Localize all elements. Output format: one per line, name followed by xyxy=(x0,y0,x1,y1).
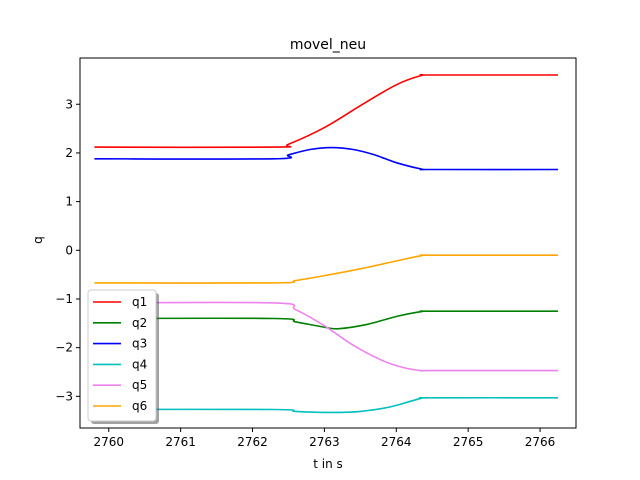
x-tick-label: 2764 xyxy=(381,435,412,449)
y-tick-label: 3 xyxy=(65,97,73,111)
y-tick-label: −2 xyxy=(55,341,73,355)
x-tick-label: 2762 xyxy=(237,435,268,449)
legend-label-q5: q5 xyxy=(132,378,147,392)
legend: q1 q2 q3 q4 q5 q6 xyxy=(87,289,159,424)
x-tick-label: 2766 xyxy=(525,435,556,449)
y-axis-label: q xyxy=(31,236,45,244)
x-tick-label: 2765 xyxy=(453,435,484,449)
x-tick-label: 2760 xyxy=(93,435,124,449)
legend-label-q1: q1 xyxy=(132,295,147,309)
legend-items: q1 q2 q3 q4 q5 q6 xyxy=(93,295,147,413)
y-tick-label: 2 xyxy=(65,146,73,160)
y-tick-label: −3 xyxy=(55,389,73,403)
legend-label-q3: q3 xyxy=(132,337,147,351)
y-tick-label: −1 xyxy=(55,292,73,306)
tick-layer: 2760 2761 2762 2763 2764 2765 2766 −3 −2 −1 0 1 2 3 xyxy=(55,97,555,449)
series-line-q4 xyxy=(94,396,559,414)
plot-frame xyxy=(79,57,577,429)
series-line-q6 xyxy=(94,254,559,284)
y-tick-label: 0 xyxy=(65,243,73,257)
series-line-q2 xyxy=(94,310,559,330)
series-line-q1 xyxy=(94,73,558,149)
series-line-q3 xyxy=(94,146,559,171)
y-tick-label: 1 xyxy=(65,195,73,209)
x-axis-label: t in s xyxy=(313,457,343,471)
legend-label-q6: q6 xyxy=(132,399,147,413)
x-tick-label: 2761 xyxy=(165,435,196,449)
legend-label-q4: q4 xyxy=(132,357,147,371)
series-layer xyxy=(94,73,559,414)
series-line-q5 xyxy=(94,301,558,372)
legend-label-q2: q2 xyxy=(132,316,147,330)
x-tick-label: 2763 xyxy=(309,435,340,449)
chart-title: movel_neu xyxy=(290,37,366,53)
